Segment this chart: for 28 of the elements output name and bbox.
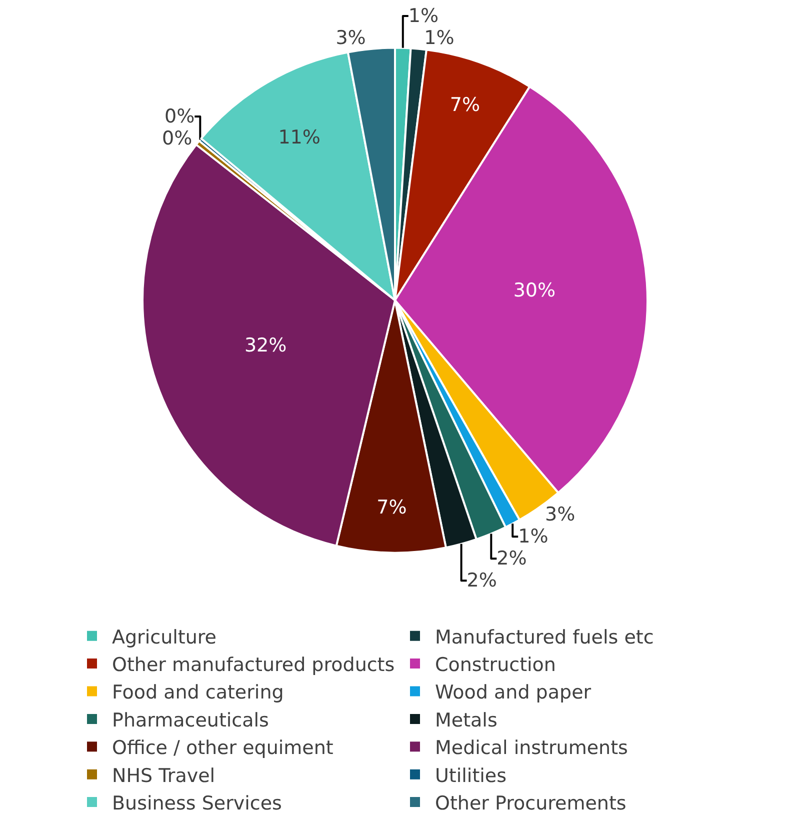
legend-label: Office / other equiment xyxy=(112,737,334,760)
legend-label: Pharmaceuticals xyxy=(112,709,269,732)
data-label: 0% xyxy=(162,127,192,150)
data-label: 11% xyxy=(278,126,320,148)
legend-label: Other manufactured products xyxy=(112,654,395,676)
data-label: 2% xyxy=(496,548,527,570)
data-label: 30% xyxy=(513,279,556,302)
legend-label: Medical instruments xyxy=(435,737,628,760)
legend-label: Business Services xyxy=(112,792,282,814)
legend-label: Wood and paper xyxy=(435,682,592,704)
data-label: 3% xyxy=(336,26,366,49)
data-label: 1% xyxy=(424,26,454,49)
legend-label: Metals xyxy=(435,709,498,732)
legend-label: Other Procurements xyxy=(435,792,626,814)
data-label: 1% xyxy=(408,4,439,27)
legend-label: Construction xyxy=(435,654,556,676)
data-label: 7% xyxy=(376,496,407,519)
legend-label: Utilities xyxy=(435,764,507,787)
data-label: 7% xyxy=(450,94,480,116)
data-label: 32% xyxy=(244,334,287,356)
legend-label: Food and catering xyxy=(112,682,284,704)
data-label: 3% xyxy=(545,504,576,526)
legend-label: NHS Travel xyxy=(112,764,216,787)
legend-label: Agriculture xyxy=(112,626,216,648)
data-label: 1% xyxy=(518,526,548,548)
data-label: 2% xyxy=(466,570,497,592)
legend-label: Manufactured fuels etc xyxy=(435,626,654,648)
data-label: 0% xyxy=(164,105,195,128)
